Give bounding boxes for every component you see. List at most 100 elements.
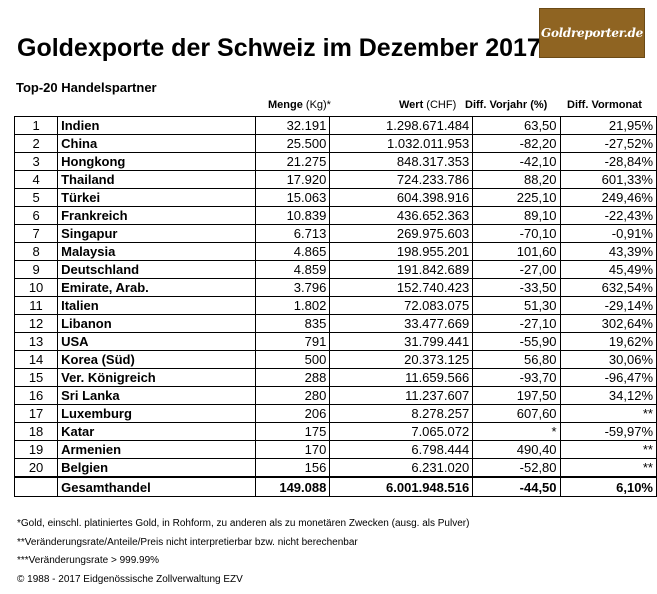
table-row: 5 Türkei 15.063 604.398.916 225,10 249,46% <box>13 188 657 207</box>
menge-cell: 4.859 <box>255 260 331 279</box>
wert-cell: 152.740.423 <box>329 278 474 297</box>
goldreporter-logo[interactable]: Goldreporter.de <box>539 8 645 58</box>
diff-vorjahr-cell: 197,50 <box>472 386 561 405</box>
diff-vormonat-cell: 34,12% <box>559 386 657 405</box>
table-row: 8 Malaysia 4.865 198.955.201 101,60 43,39% <box>13 242 657 261</box>
table-row: 11 Italien 1.802 72.083.075 51,30 -29,14% <box>13 296 657 315</box>
wert-cell: 436.652.363 <box>329 206 474 225</box>
wert-cell: 8.278.257 <box>329 404 474 423</box>
rank-cell: 4 <box>13 170 59 189</box>
diff-vorjahr-cell: 225,10 <box>472 188 561 207</box>
table-row: 1 Indien 32.191 1.298.671.484 63,50 21,95% <box>13 116 657 135</box>
menge-cell: 4.865 <box>255 242 331 261</box>
rank-cell: 5 <box>13 188 59 207</box>
diff-vorjahr-cell: -52,80 <box>472 458 561 478</box>
logo-text: Goldreporter.de <box>541 26 643 40</box>
country-cell: Hongkong <box>57 152 257 171</box>
rank-cell: 19 <box>13 440 59 459</box>
diff-vormonat-cell: -29,14% <box>559 296 657 315</box>
diff-vorjahr-cell: -70,10 <box>472 224 561 243</box>
country-cell: Emirate, Arab. <box>57 278 257 297</box>
rank-cell: 2 <box>13 134 59 153</box>
wert-cell: 11.659.566 <box>329 368 474 387</box>
header-menge-label: Menge <box>268 99 303 111</box>
menge-cell: 1.802 <box>255 296 331 315</box>
diff-vormonat-cell: -27,52% <box>559 134 657 153</box>
diff-vormonat-cell: 30,06% <box>559 350 657 369</box>
total-menge-cell: 149.088 <box>255 476 331 497</box>
table-row: 12 Libanon 835 33.477.669 -27,10 302,64% <box>13 314 657 333</box>
page-title: Goldexporte der Schweiz im Dezember 2017 <box>17 34 541 62</box>
table-row: 7 Singapur 6.713 269.975.603 -70,10 -0,91% <box>13 224 657 243</box>
diff-vorjahr-cell: -93,70 <box>472 368 561 387</box>
diff-vormonat-cell: 601,33% <box>559 170 657 189</box>
diff-vormonat-cell: 19,62% <box>559 332 657 351</box>
footnote: ***Veränderungsrate > 999.99% <box>17 555 160 566</box>
table-row: 20 Belgien 156 6.231.020 -52,80 ** <box>13 458 657 478</box>
country-cell: Frankreich <box>57 206 257 225</box>
diff-vorjahr-cell: 88,20 <box>472 170 561 189</box>
footnotes: *Gold, einschl. platiniertes Gold, in Ro… <box>17 515 469 589</box>
table-row: 17 Luxemburg 206 8.278.257 607,60 ** <box>13 404 657 423</box>
diff-vorjahr-cell: 101,60 <box>472 242 561 261</box>
diff-vorjahr-cell: 63,50 <box>472 116 561 135</box>
diff-vormonat-cell: 43,39% <box>559 242 657 261</box>
copyright: © 1988 - 2017 Eidgenössische Zollverwalt… <box>17 573 243 585</box>
exports-table: 1 Indien 32.191 1.298.671.484 63,50 21,95% 2 Ch… <box>13 116 657 497</box>
menge-cell: 17.920 <box>255 170 331 189</box>
wert-cell: 724.233.786 <box>329 170 474 189</box>
rank-cell: 7 <box>13 224 59 243</box>
wert-cell: 1.298.671.484 <box>329 116 474 135</box>
menge-cell: 25.500 <box>255 134 331 153</box>
menge-cell: 280 <box>255 386 331 405</box>
rank-cell: 20 <box>13 458 59 478</box>
table-row: 19 Armenien 170 6.798.444 490,40 ** <box>13 440 657 459</box>
menge-cell: 175 <box>255 422 331 441</box>
menge-cell: 156 <box>255 458 331 478</box>
country-cell: Korea (Süd) <box>57 350 257 369</box>
rank-cell: 10 <box>13 278 59 297</box>
diff-vormonat-cell: -96,47% <box>559 368 657 387</box>
diff-vormonat-cell: ** <box>559 404 657 423</box>
header-wert-label: Wert <box>399 99 424 111</box>
menge-cell: 15.063 <box>255 188 331 207</box>
country-cell: Sri Lanka <box>57 386 257 405</box>
total-diff-vormonat-cell: 6,10% <box>559 476 657 497</box>
footnote: **Veränderungsrate/Anteile/Preis nicht i… <box>17 536 358 548</box>
menge-cell: 32.191 <box>255 116 331 135</box>
table-row: 10 Emirate, Arab. 3.796 152.740.423 -33,50 63… <box>13 278 657 297</box>
rank-cell: 1 <box>13 116 59 135</box>
country-cell: Armenien <box>57 440 257 459</box>
diff-vorjahr-cell: -27,00 <box>472 260 561 279</box>
country-cell: Indien <box>57 116 257 135</box>
header-wert-unit: (CHF) <box>423 99 457 111</box>
wert-cell: 11.237.607 <box>329 386 474 405</box>
menge-cell: 170 <box>255 440 331 459</box>
diff-vormonat-cell: -28,84% <box>559 152 657 171</box>
diff-vormonat-cell: 302,64% <box>559 314 657 333</box>
table-row: 15 Ver. Königreich 288 11.659.566 -93,70 -96,… <box>13 368 657 387</box>
menge-cell: 3.796 <box>255 278 331 297</box>
header-menge-unit: (Kg)* <box>302 99 331 111</box>
wert-cell: 33.477.669 <box>329 314 474 333</box>
wert-cell: 6.798.444 <box>329 440 474 459</box>
country-cell: Katar <box>57 422 257 441</box>
country-cell: Luxemburg <box>57 404 257 423</box>
wert-cell: 191.842.689 <box>329 260 474 279</box>
table-row: 3 Hongkong 21.275 848.317.353 -42,10 -28,84% <box>13 152 657 171</box>
diff-vormonat-cell: ** <box>559 440 657 459</box>
country-cell: China <box>57 134 257 153</box>
diff-vorjahr-cell: * <box>472 422 561 441</box>
total-diff-vorjahr-cell: -44,50 <box>472 476 561 497</box>
table-row: 18 Katar 175 7.065.072 * -59,97% <box>13 422 657 441</box>
rank-cell: 8 <box>13 242 59 261</box>
country-cell: Türkei <box>57 188 257 207</box>
diff-vorjahr-cell: -27,10 <box>472 314 561 333</box>
menge-cell: 6.713 <box>255 224 331 243</box>
rank-cell: 16 <box>13 386 59 405</box>
rank-cell: 12 <box>13 314 59 333</box>
country-cell: Malaysia <box>57 242 257 261</box>
rank-cell: 9 <box>13 260 59 279</box>
menge-cell: 500 <box>255 350 331 369</box>
table-subtitle: Top-20 Handelspartner <box>16 80 157 95</box>
